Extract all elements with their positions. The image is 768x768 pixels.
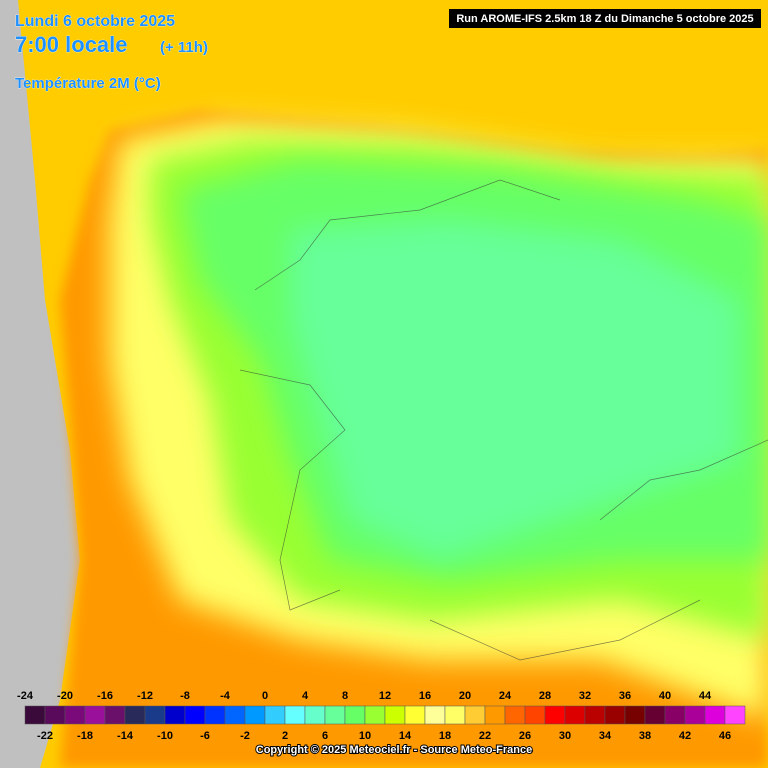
legend-label: 0 bbox=[262, 690, 268, 702]
legend-label: 26 bbox=[519, 730, 531, 742]
legend-label: 30 bbox=[559, 730, 571, 742]
legend-label: -22 bbox=[37, 730, 53, 742]
legend-swatch bbox=[424, 705, 446, 725]
border bbox=[239, 369, 346, 611]
legend-swatch bbox=[524, 705, 546, 725]
legend-label: 10 bbox=[359, 730, 371, 742]
legend-label: -4 bbox=[220, 690, 231, 702]
legend-swatch bbox=[404, 705, 426, 725]
time: 7:00 locale bbox=[15, 32, 128, 57]
legend-swatch bbox=[64, 705, 86, 725]
legend-label: -8 bbox=[180, 690, 190, 702]
legend-swatch bbox=[664, 705, 686, 725]
legend-label: 40 bbox=[659, 690, 671, 702]
sea-mask bbox=[0, 0, 80, 768]
legend-label: 2 bbox=[282, 730, 288, 742]
legend-swatch bbox=[344, 705, 366, 725]
border bbox=[429, 599, 701, 661]
legend-swatch bbox=[184, 705, 206, 725]
legend-label: 46 bbox=[719, 730, 731, 742]
legend-swatch bbox=[324, 705, 346, 725]
legend-label: 44 bbox=[699, 690, 712, 702]
legend-swatch bbox=[684, 705, 706, 725]
legend-label: 28 bbox=[539, 690, 551, 702]
legend-swatch bbox=[204, 705, 226, 725]
border bbox=[599, 439, 768, 521]
legend-swatch bbox=[484, 705, 506, 725]
legend-swatch bbox=[724, 705, 746, 725]
copyright: Copyright © 2025 Meteociel.fr - Source M… bbox=[256, 744, 532, 756]
legend-swatch bbox=[544, 705, 566, 725]
legend-label: -18 bbox=[77, 730, 93, 742]
legend-label: 34 bbox=[599, 730, 612, 742]
legend-swatch bbox=[264, 705, 286, 725]
legend-label: 18 bbox=[439, 730, 451, 742]
legend-label: 14 bbox=[399, 730, 412, 742]
legend-swatch bbox=[224, 705, 246, 725]
legend-label: 32 bbox=[579, 690, 591, 702]
legend-label: 4 bbox=[302, 690, 309, 702]
legend-label: -24 bbox=[17, 690, 34, 702]
run-box bbox=[449, 9, 761, 28]
legend-swatch bbox=[124, 705, 146, 725]
legend-label: -6 bbox=[200, 730, 210, 742]
legend-swatch bbox=[164, 705, 186, 725]
legend-label: 8 bbox=[342, 690, 348, 702]
offset: (+ 11h) bbox=[160, 39, 208, 56]
legend-swatch bbox=[604, 705, 626, 725]
date: Lundi 6 octobre 2025 bbox=[15, 13, 175, 30]
legend-label: 38 bbox=[639, 730, 651, 742]
legend-label: 24 bbox=[499, 690, 512, 702]
legend-label: -14 bbox=[117, 730, 134, 742]
legend-swatch bbox=[84, 705, 106, 725]
legend-label: 42 bbox=[679, 730, 691, 742]
legend-swatch bbox=[504, 705, 526, 725]
legend-label: 12 bbox=[379, 690, 391, 702]
legend-swatch bbox=[564, 705, 586, 725]
legend-swatch bbox=[104, 705, 126, 725]
legend-swatch bbox=[704, 705, 726, 725]
run-info: Run AROME-IFS 2.5km 18 Z du Dimanche 5 o… bbox=[456, 13, 753, 25]
legend-swatch bbox=[584, 705, 606, 725]
legend-swatch bbox=[624, 705, 646, 725]
legend-swatch bbox=[144, 705, 166, 725]
legend-label: -16 bbox=[97, 690, 113, 702]
legend-label: -10 bbox=[157, 730, 173, 742]
legend-swatch bbox=[364, 705, 386, 725]
parameter: Température 2M (°C) bbox=[15, 75, 161, 92]
legend-label: -2 bbox=[240, 730, 250, 742]
cold-zone bbox=[290, 220, 740, 560]
legend-label: 16 bbox=[419, 690, 431, 702]
border bbox=[254, 179, 561, 291]
legend-label: 6 bbox=[322, 730, 328, 742]
legend-swatch bbox=[304, 705, 326, 725]
legend-swatch bbox=[384, 705, 406, 725]
legend-swatch bbox=[24, 705, 46, 725]
borders bbox=[239, 179, 768, 661]
temperature-field bbox=[60, 110, 768, 768]
legend-swatch bbox=[284, 705, 306, 725]
legend-label: 22 bbox=[479, 730, 491, 742]
legend-label: 36 bbox=[619, 690, 631, 702]
legend-swatch bbox=[464, 705, 486, 725]
legend-swatch bbox=[44, 705, 66, 725]
legend-swatch bbox=[244, 705, 266, 725]
legend: -24 -20 -16 -12 -8 -4 0 4 8 12 16 20 24 28 32 36 40 44-22… bbox=[17, 690, 746, 742]
legend-label: -12 bbox=[137, 690, 153, 702]
legend-swatch bbox=[444, 705, 466, 725]
legend-label: 20 bbox=[459, 690, 471, 702]
legend-label: -20 bbox=[57, 690, 73, 702]
legend-swatch bbox=[644, 705, 666, 725]
